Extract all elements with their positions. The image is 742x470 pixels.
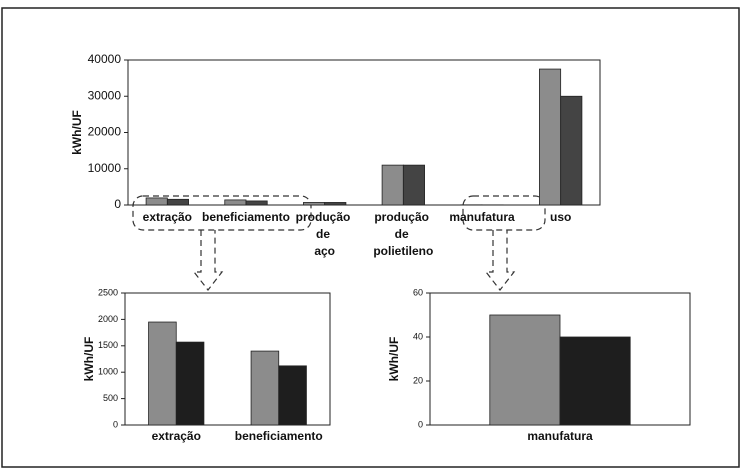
y-tick-label: 0 xyxy=(114,197,121,211)
x-tick-label: manufatura xyxy=(527,429,593,443)
y-axis-label: kWh/UF xyxy=(82,337,96,382)
y-tick-label: 20000 xyxy=(88,125,122,139)
bar xyxy=(381,164,404,206)
bar xyxy=(489,314,561,426)
bar xyxy=(278,365,307,426)
x-tick-label: produção de polietileno xyxy=(373,210,433,258)
x-tick-label: beneficiamento xyxy=(202,210,290,224)
y-tick-label: 0 xyxy=(418,419,423,429)
bar xyxy=(145,197,168,206)
callout-arrow xyxy=(192,230,224,291)
callout-arrow xyxy=(484,230,516,291)
y-tick-label: 60 xyxy=(413,287,423,297)
y-tick-label: 2500 xyxy=(98,287,118,297)
y-tick-label: 30000 xyxy=(88,88,122,102)
bar xyxy=(324,202,347,206)
plot-frame xyxy=(127,59,601,206)
y-tick-label: 1000 xyxy=(98,367,118,377)
y-tick-label: 500 xyxy=(103,393,118,403)
bar xyxy=(245,200,268,206)
y-tick-label: 2000 xyxy=(98,314,118,324)
y-tick-label: 1500 xyxy=(98,340,118,350)
plot-frame xyxy=(124,292,331,426)
y-tick-label: 40 xyxy=(413,331,423,341)
bar xyxy=(303,202,326,206)
callout-box xyxy=(132,195,312,231)
y-tick-label: 40000 xyxy=(88,52,122,66)
bar xyxy=(250,350,280,426)
y-axis-label: kWh/UF xyxy=(70,110,84,155)
x-tick-label: extração xyxy=(152,429,201,443)
y-tick-label: 10000 xyxy=(88,161,122,175)
y-axis-label: kWh/UF xyxy=(387,337,401,382)
x-tick-label: extração xyxy=(143,210,192,224)
x-tick-label: uso xyxy=(550,210,571,224)
x-tick-label: beneficiamento xyxy=(235,429,323,443)
x-tick-label: manufatura xyxy=(449,210,515,224)
bar xyxy=(148,321,177,426)
bar xyxy=(539,68,562,206)
bar xyxy=(560,95,583,206)
bar xyxy=(166,198,189,206)
y-tick-label: 20 xyxy=(413,375,423,385)
y-tick-label: 0 xyxy=(113,419,118,429)
bar xyxy=(559,336,631,426)
callout-box xyxy=(462,195,546,231)
bar xyxy=(224,199,247,206)
bar xyxy=(175,341,205,426)
bar xyxy=(402,164,425,206)
x-tick-label: produção de aço xyxy=(296,210,354,258)
figure-frame xyxy=(1,7,740,468)
